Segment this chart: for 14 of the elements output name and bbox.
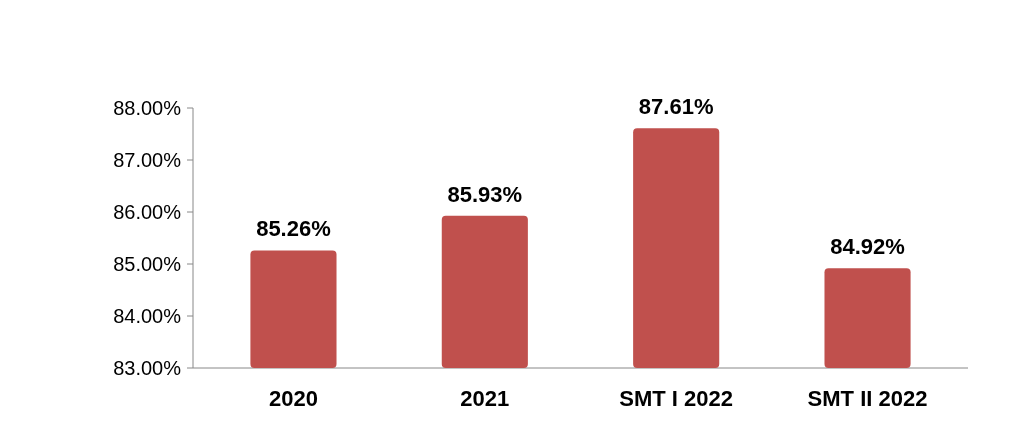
- y-tick-label: 88.00%: [113, 97, 182, 119]
- y-tick-label: 83.00%: [113, 357, 182, 379]
- y-tick-label: 85.00%: [113, 253, 182, 275]
- data-label: 85.26%: [256, 216, 331, 242]
- x-tick-label: 2020: [268, 386, 318, 411]
- data-label: 85.93%: [447, 181, 523, 207]
- y-tick-label: 86.00%: [113, 201, 182, 223]
- x-tick-label: 2021: [460, 386, 510, 411]
- y-tick-label: 87.00%: [113, 149, 182, 171]
- x-tick-label: SMT I 2022: [619, 386, 734, 411]
- data-label: 84.92%: [830, 234, 905, 260]
- x-tick-label: SMT II 2022: [807, 386, 928, 411]
- data-label: 87.61%: [638, 94, 714, 120]
- y-tick-label: 84.00%: [113, 305, 182, 327]
